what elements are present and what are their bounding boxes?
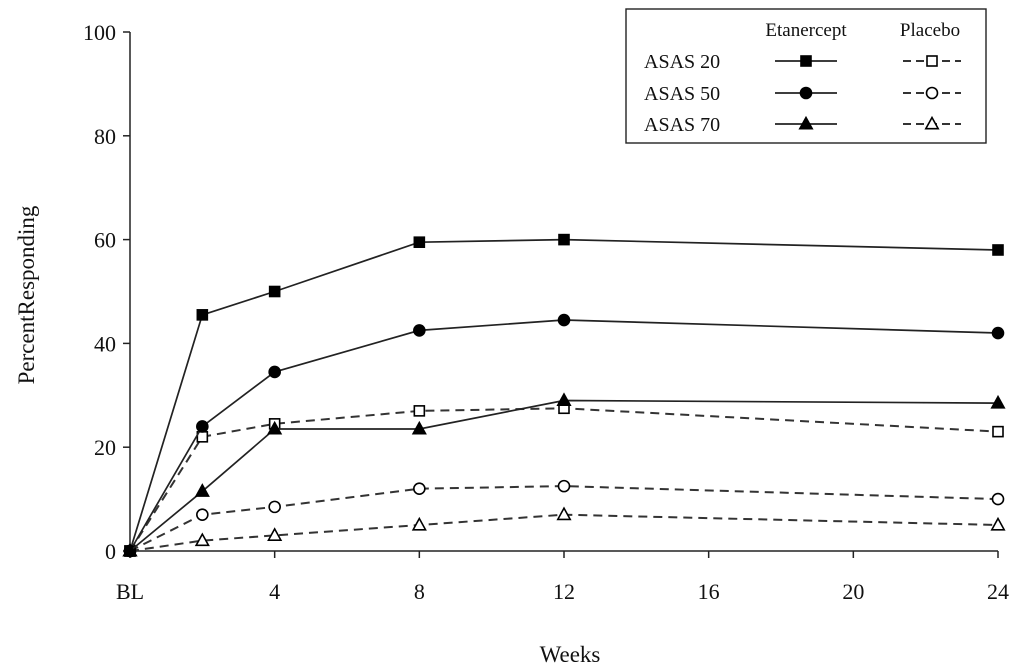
series-placebo-asas50-line bbox=[129, 485, 999, 552]
series-etanercept-asas70-point bbox=[194, 483, 210, 497]
series-etanercept-asas20-point bbox=[196, 309, 209, 321]
legend-row-label: ASAS 70 bbox=[644, 114, 720, 136]
legend-row-label: ASAS 20 bbox=[644, 51, 720, 73]
series-placebo-asas70-point bbox=[556, 506, 572, 521]
series-etanercept-asas70-point bbox=[411, 420, 427, 435]
series-etanercept-asas70-line bbox=[129, 399, 999, 552]
series-placebo-asas20-line bbox=[129, 407, 999, 552]
y-tick-label: 0 bbox=[105, 539, 116, 564]
series-placebo-asas20-point bbox=[413, 405, 426, 417]
series-layer bbox=[122, 233, 1006, 558]
series-placebo-asas50-point bbox=[196, 508, 209, 521]
series-etanercept-asas70-point bbox=[122, 542, 138, 557]
series-etanercept-asas50-point bbox=[413, 324, 426, 337]
legend-marker bbox=[800, 55, 812, 67]
axes: 0 20 40 60 80 100 BL 4 8 12 16 20 24 bbox=[83, 20, 1009, 604]
series-placebo-asas70-point bbox=[194, 532, 210, 547]
y-tick-label: 40 bbox=[94, 331, 116, 356]
series-etanercept-asas70 bbox=[122, 392, 1006, 557]
y-tick-label: 20 bbox=[94, 435, 116, 460]
series-placebo-asas20-point bbox=[992, 425, 1004, 438]
series-etanercept-asas50-point bbox=[991, 326, 1005, 340]
series-placebo-asas70-point bbox=[990, 516, 1006, 531]
x-tick-label: BL bbox=[116, 579, 144, 604]
series-etanercept-asas50-line bbox=[129, 319, 999, 552]
series-etanercept-asas50-point bbox=[557, 313, 571, 327]
series-placebo-asas70-point bbox=[267, 527, 283, 541]
legend-row-label: ASAS 50 bbox=[644, 83, 720, 105]
x-tick-label: 12 bbox=[553, 579, 575, 604]
legend-marker bbox=[926, 55, 938, 67]
x-tick-label: 16 bbox=[698, 579, 720, 604]
series-etanercept-asas20-point bbox=[992, 244, 1004, 256]
legend-marker bbox=[924, 115, 940, 130]
legend-marker bbox=[798, 115, 814, 130]
x-tick-label: 24 bbox=[987, 579, 1009, 604]
series-etanercept-asas70-point bbox=[556, 392, 572, 407]
series-placebo-asas70 bbox=[122, 506, 1006, 557]
y-tick-label: 100 bbox=[83, 20, 116, 45]
x-tick-label: 4 bbox=[269, 579, 280, 604]
series-placebo-asas20 bbox=[124, 402, 1004, 557]
legend-column-header: Etanercept bbox=[765, 20, 847, 41]
series-placebo-asas50-point bbox=[268, 500, 281, 514]
series-placebo-asas50-point bbox=[557, 479, 571, 493]
legend-column-header: Placebo bbox=[900, 20, 960, 41]
series-placebo-asas50-point bbox=[413, 482, 426, 496]
series-placebo-asas70-point bbox=[411, 516, 427, 531]
series-etanercept-asas20-point bbox=[268, 285, 281, 298]
series-placebo-asas70-line bbox=[129, 513, 999, 552]
y-axis-title: PercentResponding bbox=[14, 205, 39, 384]
series-etanercept-asas20-line bbox=[129, 238, 999, 552]
y-tick-label: 60 bbox=[94, 228, 116, 253]
series-placebo-asas50-point bbox=[991, 492, 1005, 506]
x-axis-title: Weeks bbox=[540, 642, 601, 667]
series-etanercept-asas70-point bbox=[990, 394, 1006, 409]
series-etanercept-asas70-point bbox=[267, 420, 283, 435]
series-etanercept-asas50-point bbox=[196, 420, 209, 433]
legend-marker bbox=[799, 86, 813, 100]
x-tick-label: 8 bbox=[414, 579, 425, 604]
series-etanercept-asas50 bbox=[123, 313, 1005, 558]
legend-marker bbox=[925, 86, 939, 100]
x-tick-label: 20 bbox=[842, 579, 864, 604]
series-etanercept-asas20-point bbox=[558, 233, 570, 246]
legend: Etanercept Placebo ASAS 20 ASAS 50 ASAS 70 bbox=[625, 8, 987, 144]
series-etanercept-asas20-point bbox=[413, 236, 426, 248]
y-tick-label: 80 bbox=[94, 124, 116, 149]
series-etanercept-asas50-point bbox=[268, 365, 281, 379]
